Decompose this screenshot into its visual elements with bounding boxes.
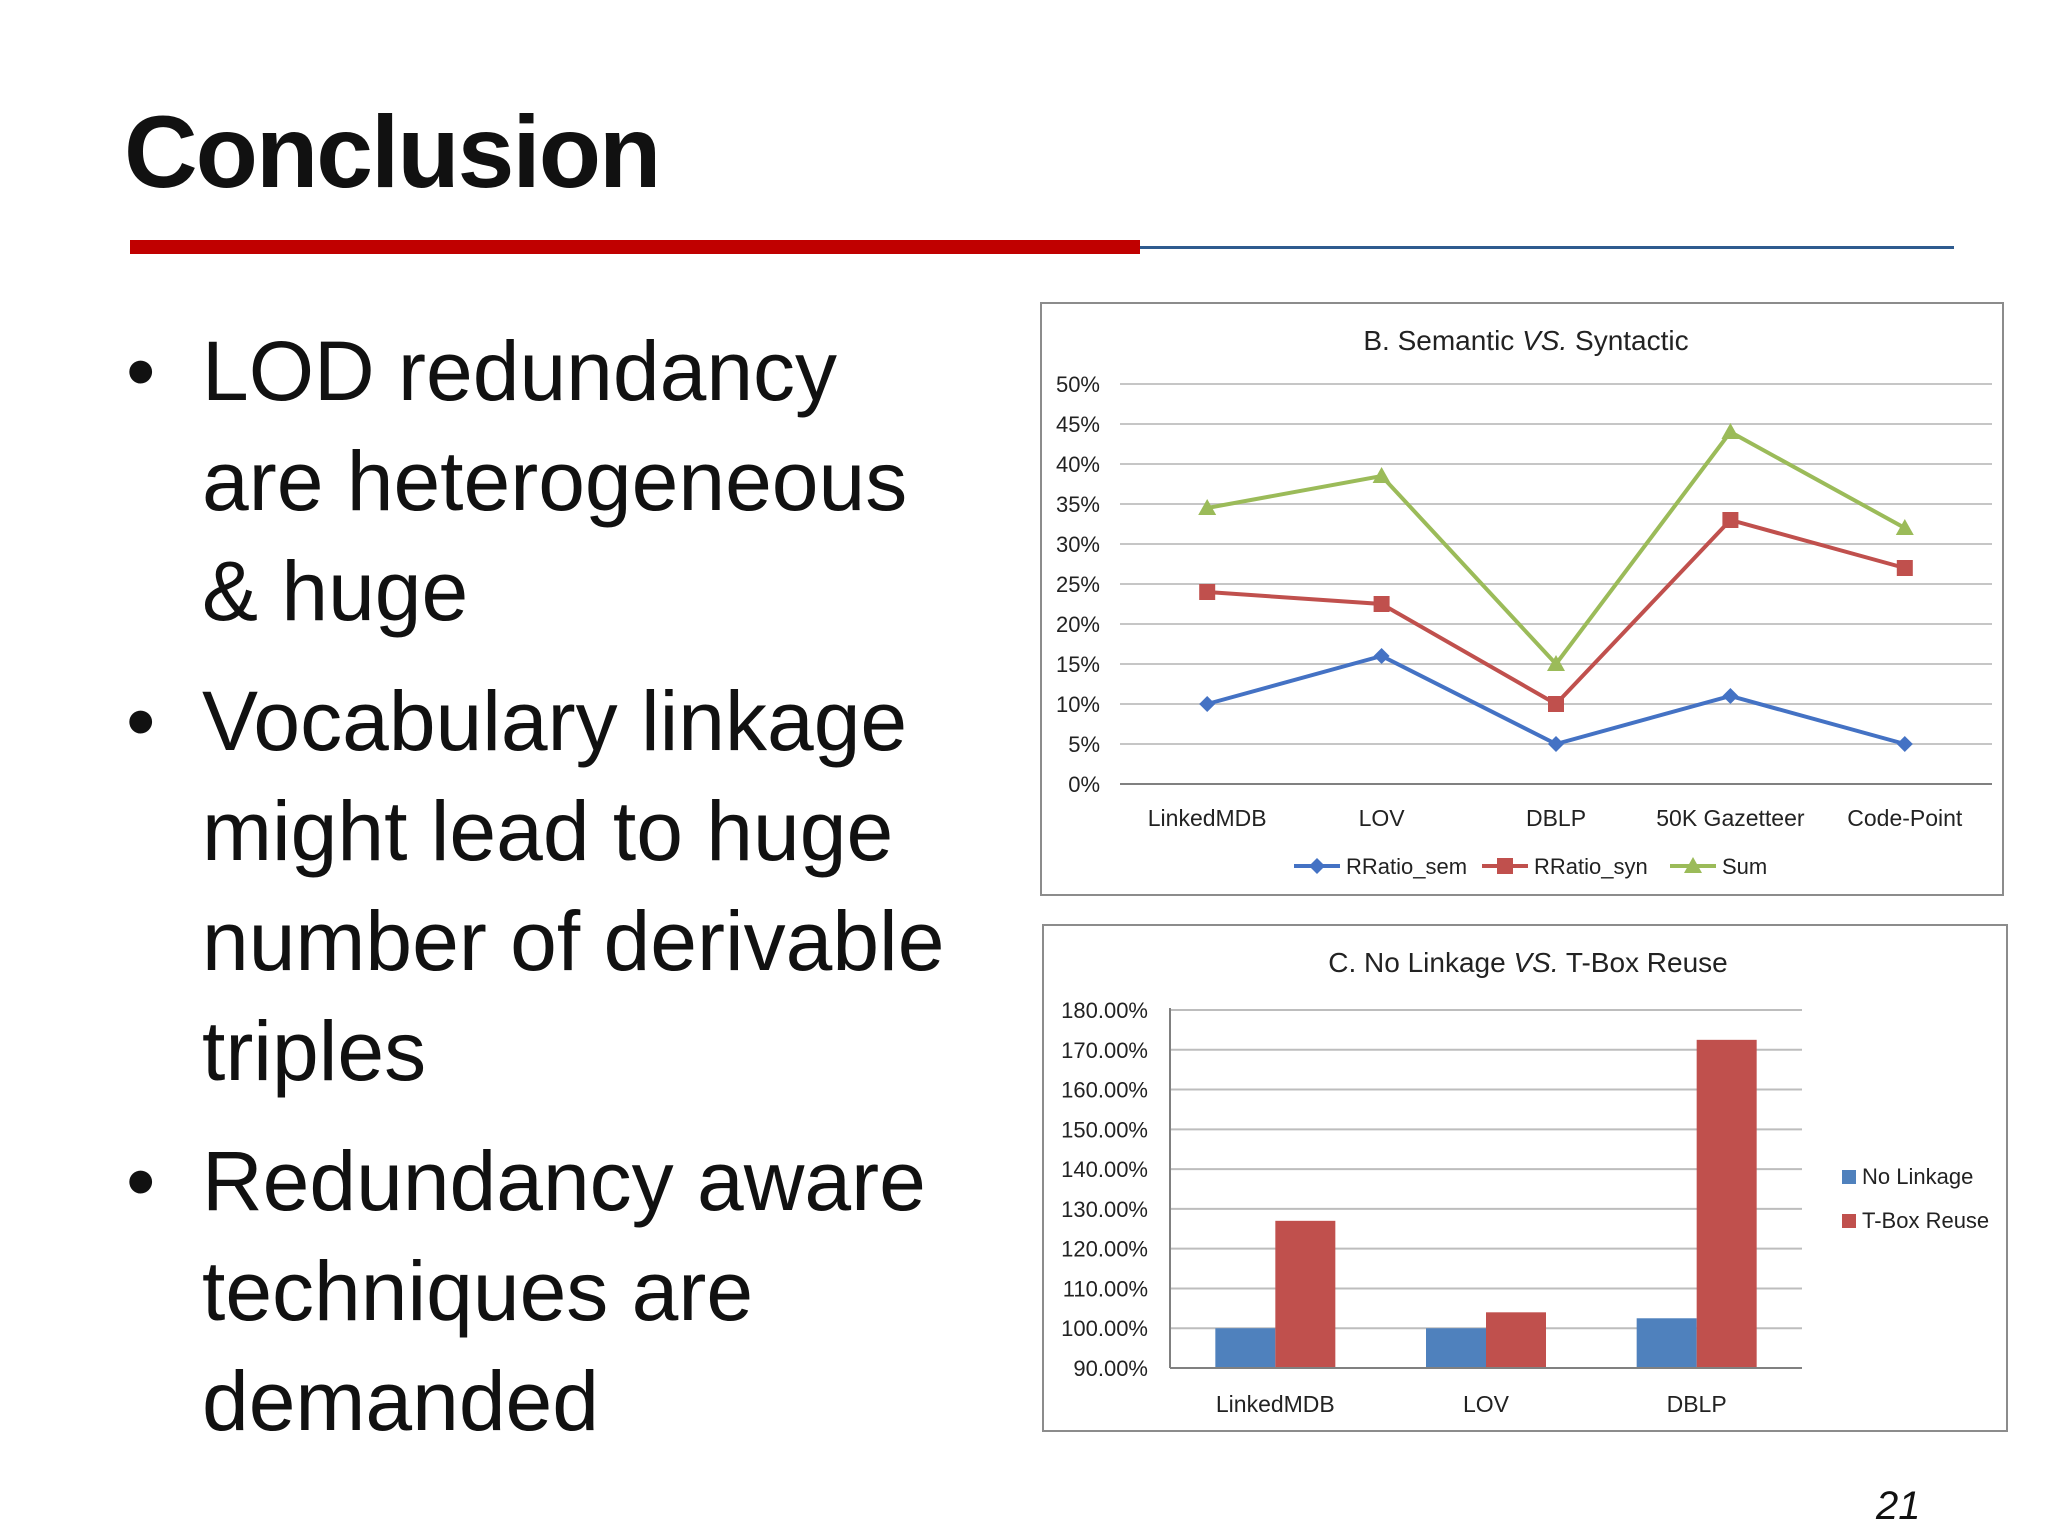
x-tick-label: DBLP bbox=[1667, 1391, 1727, 1417]
y-tick-label: 180.00% bbox=[1061, 998, 1148, 1023]
chart-title: B. Semantic VS. Syntactic bbox=[1363, 325, 1688, 356]
legend-swatch bbox=[1842, 1170, 1856, 1184]
bar-No Linkage bbox=[1636, 1318, 1697, 1368]
x-tick-label: LOV bbox=[1359, 805, 1406, 831]
bullet-dot: • bbox=[126, 674, 156, 768]
y-tick-label: 30% bbox=[1056, 532, 1100, 557]
y-tick-label: 100.00% bbox=[1061, 1316, 1148, 1341]
legend-marker bbox=[1684, 857, 1702, 873]
data-point bbox=[1373, 648, 1390, 664]
y-tick-label: 150.00% bbox=[1061, 1117, 1148, 1142]
bullet-dot: • bbox=[126, 324, 156, 418]
data-point bbox=[1548, 736, 1564, 752]
legend-marker bbox=[1309, 858, 1325, 874]
legend-label: Sum bbox=[1722, 854, 1767, 879]
series-RRatio_syn bbox=[1199, 512, 1913, 712]
y-tick-label: 130.00% bbox=[1061, 1197, 1148, 1222]
y-tick-label: 20% bbox=[1056, 612, 1100, 637]
data-point bbox=[1548, 696, 1564, 712]
data-point bbox=[1373, 596, 1390, 612]
y-tick-label: 5% bbox=[1068, 732, 1100, 757]
y-tick-label: 120.00% bbox=[1061, 1237, 1148, 1262]
data-point bbox=[1721, 423, 1740, 439]
data-point bbox=[1198, 499, 1217, 515]
line-chart-panel: B. Semantic VS. Syntactic 0% 5% 10% 15% 20% 25… bbox=[1040, 302, 2004, 896]
bullet-dot: • bbox=[126, 1134, 156, 1228]
series-RRatio_sem bbox=[1199, 648, 1913, 752]
data-point bbox=[1895, 519, 1914, 535]
data-point bbox=[1896, 560, 1913, 576]
x-tick-label: DBLP bbox=[1526, 805, 1586, 831]
legend-label: No Linkage bbox=[1862, 1164, 1973, 1189]
legend-label: RRatio_sem bbox=[1346, 854, 1467, 879]
y-tick-label: 90.00% bbox=[1073, 1356, 1148, 1381]
data-point bbox=[1199, 584, 1216, 600]
y-tick-label: 35% bbox=[1056, 492, 1100, 517]
y-tick-label: 45% bbox=[1056, 412, 1100, 437]
bullet-text: Vocabulary linkage might lead to huge nu… bbox=[202, 674, 945, 1098]
bullet-item: • LOD redundancy are heterogeneous & hug… bbox=[118, 316, 978, 646]
title-rule-blue bbox=[1140, 246, 1954, 249]
slide-title: Conclusion bbox=[124, 95, 661, 209]
y-tick-label: 110.00% bbox=[1063, 1276, 1148, 1301]
y-tick-label: 0% bbox=[1068, 772, 1100, 797]
legend-label: T-Box Reuse bbox=[1862, 1208, 1989, 1233]
data-point bbox=[1372, 467, 1391, 483]
bar-T-Box Reuse bbox=[1486, 1312, 1546, 1368]
x-tick-label: 50K Gazetteer bbox=[1656, 805, 1805, 831]
y-tick-label: 15% bbox=[1056, 652, 1100, 677]
y-tick-label: 170.00% bbox=[1061, 1038, 1148, 1063]
title-rule-red bbox=[130, 240, 1140, 254]
data-point bbox=[1896, 736, 1913, 752]
bar-T-Box Reuse bbox=[1696, 1039, 1757, 1368]
data-point bbox=[1722, 512, 1739, 528]
legend-label: RRatio_syn bbox=[1534, 854, 1648, 879]
bar-T-Box Reuse bbox=[1275, 1220, 1336, 1368]
page-number: 21 bbox=[1876, 1484, 1921, 1528]
bar-No Linkage bbox=[1426, 1328, 1486, 1368]
x-tick-label: LOV bbox=[1463, 1391, 1510, 1417]
bullet-text: LOD redundancy are heterogeneous & huge bbox=[202, 324, 908, 638]
y-tick-label: 40% bbox=[1056, 452, 1100, 477]
series-line bbox=[1206, 429, 1906, 668]
data-point bbox=[1199, 696, 1216, 712]
y-tick-label: 25% bbox=[1056, 572, 1100, 597]
bar-chart: C. No Linkage VS. T-Box Reuse 90.00% 100.0… bbox=[1061, 947, 1989, 1417]
series-Sum bbox=[1198, 423, 1914, 671]
legend-swatch bbox=[1842, 1214, 1856, 1228]
x-tick-label: Code-Point bbox=[1847, 805, 1963, 831]
bullet-list: • LOD redundancy are heterogeneous & hug… bbox=[118, 316, 978, 1476]
bar-chart-panel: C. No Linkage VS. T-Box Reuse 90.00% 100.0… bbox=[1042, 924, 2008, 1432]
y-tick-label: 160.00% bbox=[1061, 1078, 1148, 1103]
y-tick-label: 140.00% bbox=[1061, 1157, 1148, 1182]
line-chart: B. Semantic VS. Syntactic 0% 5% 10% 15% 20% 25… bbox=[1056, 325, 1992, 879]
y-tick-label: 10% bbox=[1056, 692, 1100, 717]
bullet-text: Redundancy aware techniques are demanded bbox=[202, 1134, 926, 1448]
data-point bbox=[1722, 688, 1739, 704]
bullet-item: • Vocabulary linkage might lead to huge … bbox=[118, 666, 978, 1106]
data-point bbox=[1547, 655, 1565, 671]
bar-No Linkage bbox=[1215, 1328, 1276, 1368]
bullet-item: • Redundancy aware techniques are demand… bbox=[118, 1126, 978, 1456]
x-tick-label: LinkedMDB bbox=[1148, 805, 1267, 831]
x-tick-label: LinkedMDB bbox=[1216, 1391, 1335, 1417]
legend-marker bbox=[1497, 858, 1513, 874]
chart-title: C. No Linkage VS. T-Box Reuse bbox=[1328, 947, 1727, 978]
y-tick-label: 50% bbox=[1056, 372, 1100, 397]
